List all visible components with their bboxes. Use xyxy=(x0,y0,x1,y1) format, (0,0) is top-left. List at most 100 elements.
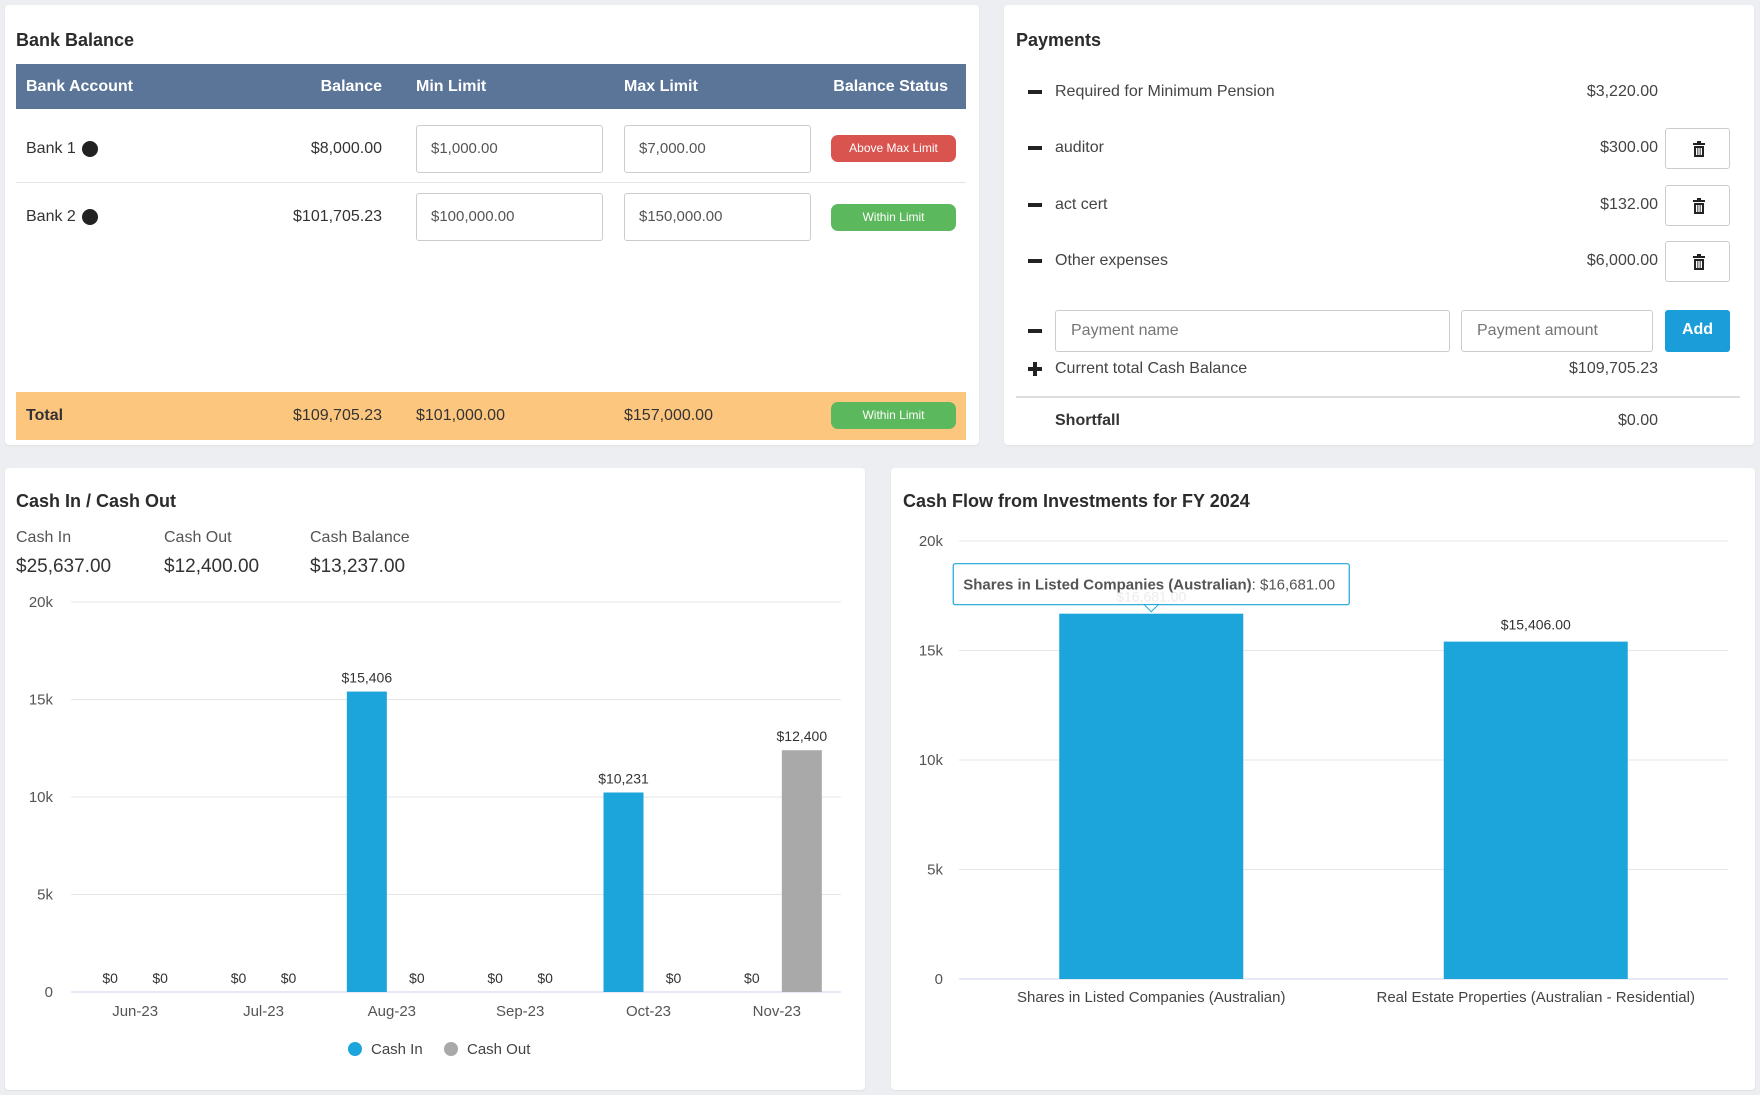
trash-icon xyxy=(1693,198,1705,214)
tooltip-value: : $16,681.00 xyxy=(1252,577,1335,594)
y-tick-label: 15k xyxy=(29,692,54,709)
payment-amount: $3,220.00 xyxy=(1586,83,1658,100)
payment-label: Other expenses xyxy=(1055,252,1168,269)
x-tick-label: Oct-23 xyxy=(626,1003,671,1020)
trash-icon xyxy=(1693,254,1705,270)
legend-label[interactable]: Cash In xyxy=(371,1041,423,1058)
delete-payment-button[interactable] xyxy=(1665,241,1730,282)
y-tick-label: 10k xyxy=(29,789,54,806)
y-tick-label: 10k xyxy=(919,752,944,769)
total-min-limit: $101,000.00 xyxy=(416,407,505,424)
cash-balance-value: $13,237.00 xyxy=(310,556,406,577)
tooltip-text: Shares in Listed Companies (Australian):… xyxy=(963,577,1335,594)
total-max-limit: $157,000.00 xyxy=(624,407,713,424)
help-icon[interactable]: ? xyxy=(81,208,98,250)
bank-balance-value: $8,000.00 xyxy=(310,140,382,157)
data-label: $0 xyxy=(744,970,760,986)
data-label: $0 xyxy=(487,970,503,986)
data-label: $12,400 xyxy=(777,728,828,744)
legend-label[interactable]: Cash Out xyxy=(467,1041,531,1058)
help-icon[interactable]: ? xyxy=(81,140,98,182)
x-tick-label: Jul-23 xyxy=(243,1003,284,1020)
payment-amount-input[interactable] xyxy=(1461,310,1653,352)
trash-icon xyxy=(1693,141,1705,157)
cash-in-out-title: Cash In / Cash Out xyxy=(16,491,177,511)
status-badge: Within Limit xyxy=(831,402,956,429)
bank-account-label: Bank 2 xyxy=(26,208,76,225)
y-tick-label: 0 xyxy=(935,971,943,988)
cash-in-label: Cash In xyxy=(16,529,72,546)
table-row: Bank 1? $8,000.00 $1,000.00 $7,000.00 Ab… xyxy=(16,115,966,183)
bank-balance-title: Bank Balance xyxy=(16,30,135,50)
tooltip-pointer xyxy=(1143,604,1160,613)
bar-cash-out[interactable] xyxy=(781,750,822,992)
data-label: $0 xyxy=(231,970,247,986)
payment-label: Required for Minimum Pension xyxy=(1055,83,1275,100)
data-label: $0 xyxy=(537,970,553,986)
header-min-limit: Min Limit xyxy=(416,78,487,95)
min-limit-input[interactable]: $100,000.00 xyxy=(416,193,603,241)
header-balance: Balance xyxy=(320,78,382,95)
bank-balance-panel: Bank Balance Bank Account Balance Min Li… xyxy=(5,5,979,445)
data-label: $0 xyxy=(666,970,682,986)
payment-amount: $132.00 xyxy=(1600,196,1658,213)
cash-out-value: $12,400.00 xyxy=(164,556,260,577)
payment-amount: $300.00 xyxy=(1600,139,1658,156)
cash-balance-label: Current total Cash Balance xyxy=(1055,360,1248,377)
payment-label: auditor xyxy=(1055,139,1104,156)
header-max-limit: Max Limit xyxy=(624,78,698,95)
bank-account-name: Bank 1? xyxy=(26,115,98,183)
payments-panel: Payments Required for Minimum Pension $3… xyxy=(1004,5,1754,445)
max-limit-input[interactable]: $150,000.00 xyxy=(624,193,811,241)
x-tick-label: Real Estate Properties (Australian - Res… xyxy=(1377,989,1695,1006)
legend-marker[interactable] xyxy=(348,1042,362,1056)
total-label: Total xyxy=(26,407,64,424)
table-row: Bank 2? $101,705.23 $100,000.00 $150,000… xyxy=(16,183,966,251)
data-label: $10,231 xyxy=(598,770,649,786)
max-limit-input[interactable]: $7,000.00 xyxy=(624,125,811,173)
y-tick-label: 15k xyxy=(919,643,944,660)
legend-marker[interactable] xyxy=(444,1042,458,1056)
bank-account-label: Bank 1 xyxy=(26,140,76,157)
status-badge: Above Max Limit xyxy=(831,135,956,162)
data-label: $0 xyxy=(409,970,425,986)
payment-item: Other expenses $6,000.00 xyxy=(1004,241,1754,282)
x-tick-label: Sep-23 xyxy=(496,1003,544,1020)
add-payment-button[interactable]: Add xyxy=(1665,310,1730,352)
payment-name-input[interactable] xyxy=(1055,310,1450,352)
shortfall-label: Shortfall xyxy=(1055,412,1120,429)
data-label: $0 xyxy=(281,970,297,986)
cash-in-value: $25,637.00 xyxy=(16,556,112,577)
bar-cash-in[interactable] xyxy=(346,691,387,992)
y-tick-label: 0 xyxy=(45,984,53,1001)
bar[interactable] xyxy=(1443,641,1628,979)
x-tick-label: Nov-23 xyxy=(753,1003,801,1020)
investments-title: Cash Flow from Investments for FY 2024 xyxy=(903,491,1250,511)
bank-balance-value: $101,705.23 xyxy=(293,208,382,225)
data-label: $0 xyxy=(152,970,168,986)
x-tick-label: Aug-23 xyxy=(368,1003,416,1020)
shortfall-value: $0.00 xyxy=(1617,412,1658,429)
bar[interactable] xyxy=(1059,613,1244,979)
total-balance: $109,705.23 xyxy=(293,407,382,424)
bank-table-header: Bank Account Balance Min Limit Max Limit… xyxy=(16,64,966,109)
minus-icon xyxy=(1028,259,1042,263)
cash-balance-row: Current total Cash Balance $109,705.23 xyxy=(1004,349,1754,389)
minus-icon xyxy=(1028,329,1042,333)
delete-payment-button[interactable] xyxy=(1665,185,1730,226)
cash-in-out-panel: Cash In / Cash Out Cash In $25,637.00 Ca… xyxy=(5,468,865,1090)
header-balance-status: Balance Status xyxy=(833,78,948,95)
investments-panel: Cash Flow from Investments for FY 2024 0… xyxy=(891,468,1755,1090)
delete-payment-button[interactable] xyxy=(1665,128,1730,169)
payment-item: act cert $132.00 xyxy=(1004,185,1754,226)
tooltip-series: Shares in Listed Companies (Australian) xyxy=(963,577,1251,594)
y-tick-label: 20k xyxy=(29,594,54,611)
bar-cash-in[interactable] xyxy=(603,792,644,992)
y-tick-label: 20k xyxy=(919,533,944,550)
data-label: $0 xyxy=(102,970,118,986)
min-limit-input[interactable]: $1,000.00 xyxy=(416,125,603,173)
chart-tooltip: Shares in Listed Companies (Australian):… xyxy=(952,563,1350,613)
header-bank-account: Bank Account xyxy=(26,78,133,95)
data-label: $15,406 xyxy=(342,670,393,686)
